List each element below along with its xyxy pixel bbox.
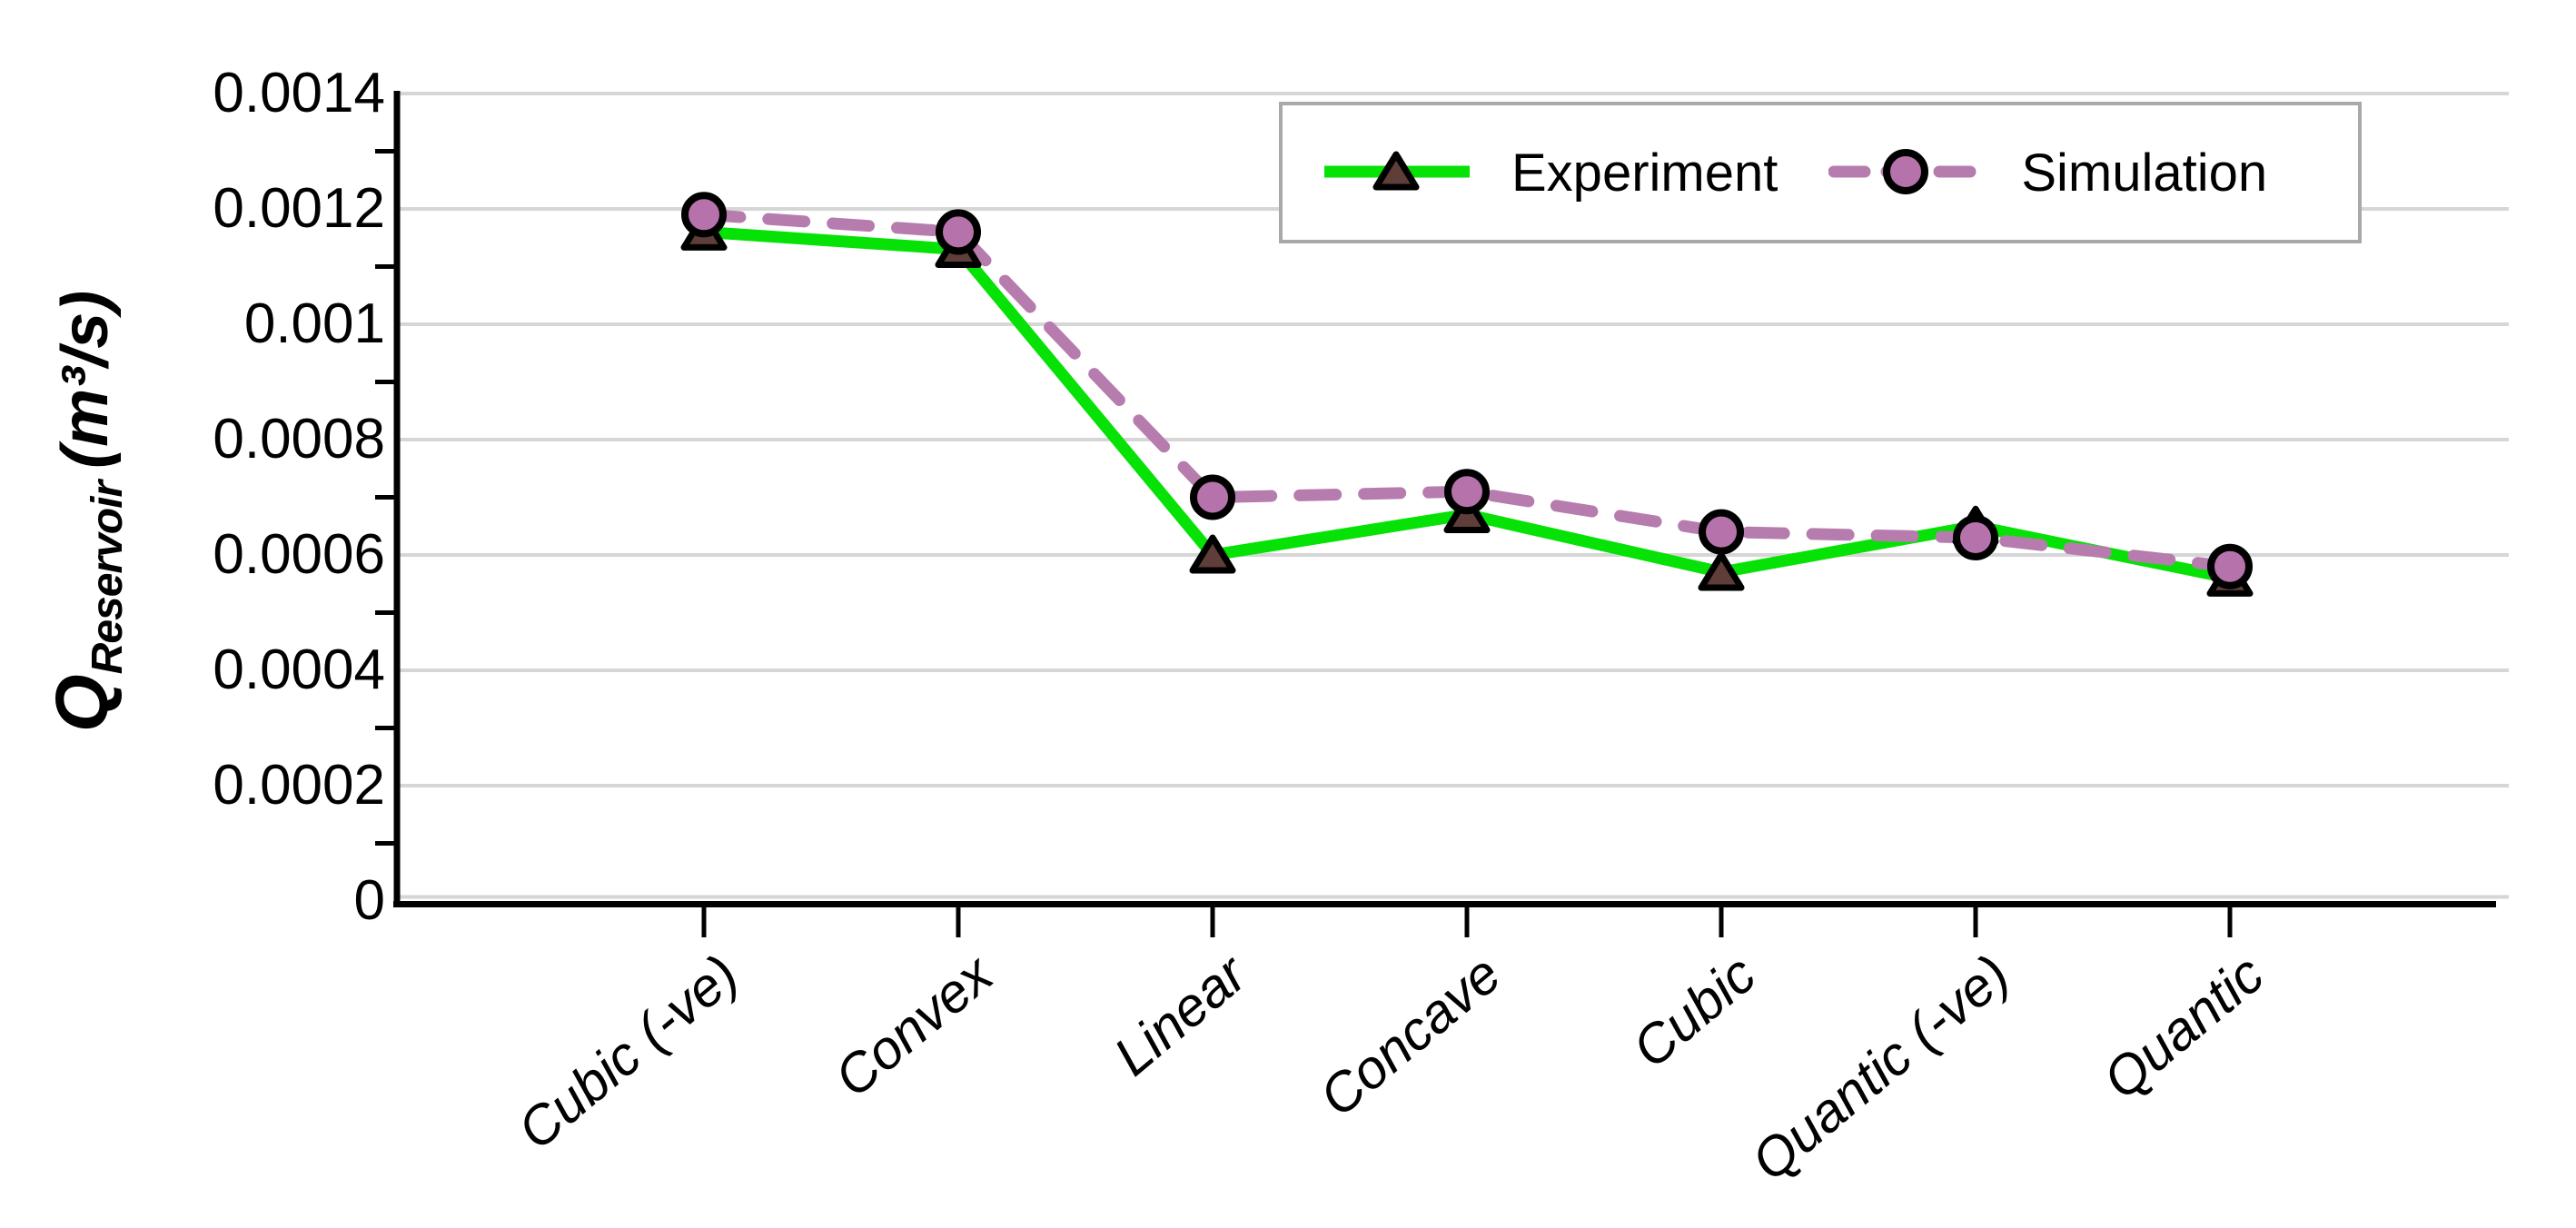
legend-label: Simulation [2021, 143, 2268, 203]
legend-triangle-icon [1372, 151, 1420, 191]
marker-circle-simulation [681, 192, 727, 238]
y-tick-label: 0.0008 [213, 408, 385, 470]
y-axis-title-symbol: Q [41, 674, 124, 733]
y-tick-label: 0.0014 [213, 62, 385, 124]
y-tick-label: 0.001 [243, 292, 385, 355]
y-tick-label: 0 [353, 869, 385, 932]
y-tick-label: 0.0012 [213, 177, 385, 240]
y-axis-title-units: (m³/s) [49, 290, 122, 469]
marker-circle-simulation [2207, 543, 2253, 589]
marker-triangle-experiment [1189, 534, 1236, 574]
legend-circle-icon [1883, 149, 1929, 194]
marker-triangle-experiment [1698, 551, 1745, 591]
legend-entry-experiment: Experiment [1319, 143, 1778, 203]
marker-circle-simulation [1444, 469, 1490, 515]
legend-entry-simulation: Simulation [1828, 143, 2267, 203]
legend-sample-experiment [1324, 151, 1470, 191]
y-axis-title-subscript: Reservoir [84, 480, 132, 675]
y-tick-label: 0.0004 [213, 639, 385, 701]
legend: Experiment Simulation [1279, 102, 2362, 243]
y-tick-label: 0.0002 [213, 754, 385, 817]
legend-label: Experiment [1511, 143, 1778, 203]
marker-circle-simulation [1699, 509, 1744, 555]
y-tick-label: 0.0006 [213, 523, 385, 586]
legend-sample-simulation [1828, 149, 1986, 194]
marker-circle-simulation [1953, 515, 1998, 560]
marker-circle-simulation [1190, 474, 1235, 520]
y-axis-title: QReservoir (m³/s) [40, 221, 132, 802]
marker-circle-simulation [936, 209, 981, 255]
